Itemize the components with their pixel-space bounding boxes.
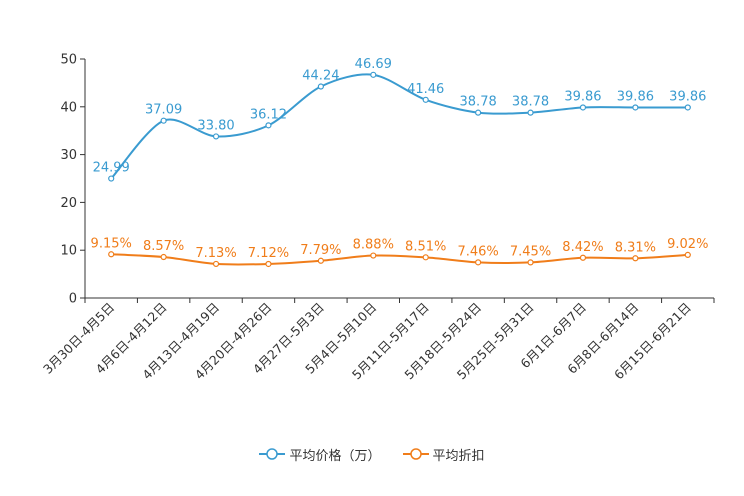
data-point (684, 251, 691, 258)
data-point (527, 109, 534, 116)
data-point (212, 133, 220, 140)
data-label: 44.24 (302, 69, 339, 84)
data-label: 9.02% (667, 237, 708, 252)
data-label: 7.12% (248, 246, 289, 261)
data-point (579, 254, 587, 261)
series-layer (108, 71, 691, 268)
data-point (422, 254, 429, 261)
legend-item-discount[interactable]: 平均折扣 (402, 445, 485, 464)
legend: 平均价格（万） 平均折扣 (0, 444, 744, 464)
data-point (317, 257, 324, 264)
y-tick-label: 20 (60, 196, 77, 211)
data-label: 8.51% (405, 239, 446, 254)
data-point (684, 104, 691, 111)
data-label: 38.78 (460, 95, 497, 110)
data-point (422, 96, 429, 103)
data-point (632, 104, 639, 111)
data-point (475, 109, 482, 116)
y-axis: 0 10 20 30 40 50 (60, 53, 86, 307)
data-point (370, 252, 377, 259)
data-label: 41.46 (407, 82, 444, 97)
data-label: 7.13% (195, 246, 236, 261)
data-label: 9.15% (91, 236, 132, 251)
y-tick-label: 40 (60, 100, 77, 115)
data-label: 8.42% (562, 240, 603, 255)
legend-price-icon (259, 448, 286, 460)
data-label: 39.86 (669, 89, 706, 104)
data-point (370, 71, 377, 78)
x-axis: 3月30日-4月5日4月6日-4月12日4月13日-4月19日4月20日-4月2… (40, 297, 715, 382)
data-label: 7.46% (457, 244, 498, 259)
data-label: 8.88% (353, 238, 394, 253)
legend-item-price[interactable]: 平均价格（万） (259, 445, 381, 464)
y-tick-label: 50 (60, 53, 77, 68)
data-point (527, 259, 534, 266)
data-label: 39.86 (564, 89, 601, 104)
data-label: 38.78 (512, 95, 549, 110)
data-label: 33.80 (197, 118, 234, 133)
data-label: 7.45% (510, 244, 551, 259)
data-label: 37.09 (145, 103, 182, 118)
data-label: 8.57% (143, 239, 184, 254)
data-point (108, 251, 115, 258)
legend-discount-label: 平均折扣 (432, 448, 485, 464)
data-point (160, 253, 167, 261)
data-point (632, 255, 639, 262)
data-label: 36.12 (250, 107, 287, 122)
data-point (265, 122, 272, 129)
data-point (212, 260, 220, 268)
data-point (160, 117, 167, 124)
data-label: 7.79% (300, 243, 341, 258)
y-tick-label: 0 (69, 292, 77, 307)
data-point (475, 259, 482, 266)
data-point (265, 260, 272, 268)
line-chart: 0 10 20 30 40 50 3月30日-4月5日4月6日-4月12日4月13日-4月… (40, 53, 715, 382)
legend-price-label: 平均价格（万） (289, 448, 381, 464)
data-labels: 24.99 37.09 33.80 36.12 44.24 46.69 41.46 38.78… (91, 57, 709, 261)
data-label: 39.86 (617, 89, 654, 104)
y-tick-label: 30 (60, 148, 77, 163)
data-label: 8.31% (615, 240, 656, 255)
series-line-1 (111, 253, 688, 266)
legend-discount-icon (402, 448, 429, 460)
data-point (579, 104, 587, 111)
data-label: 46.69 (355, 57, 392, 72)
y-tick-label: 10 (60, 244, 77, 259)
data-label: 24.99 (93, 161, 130, 176)
data-point (108, 175, 115, 182)
data-point (317, 83, 324, 90)
